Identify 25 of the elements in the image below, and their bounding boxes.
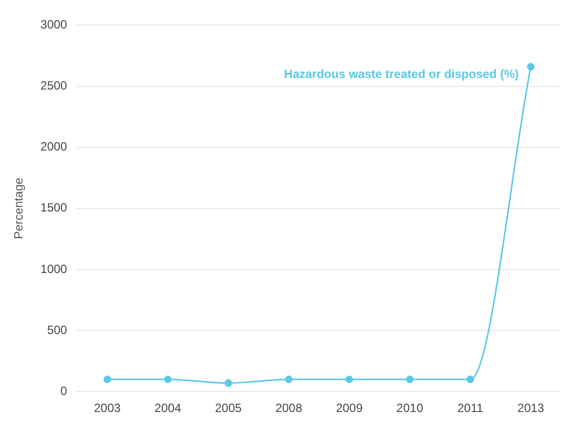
point: [406, 376, 414, 384]
x-tick-label: 2003: [94, 401, 122, 416]
x-tick-label: 2013: [517, 401, 544, 416]
point: [104, 376, 112, 384]
y-tick-label: 2000: [40, 140, 68, 154]
point: [466, 376, 474, 384]
y-axis-title: Percentage: [12, 177, 26, 240]
point: [224, 379, 232, 387]
y-tick-label: 1000: [40, 262, 68, 276]
y-tick-label: 2500: [40, 78, 68, 93]
series-label: Hazardous waste treated or disposed (%): [284, 67, 519, 82]
y-tick-label: 3000: [40, 18, 68, 32]
x-tick-label: 2005: [214, 401, 242, 416]
x-tick-label: 2010: [396, 401, 424, 416]
y-tick-label: 500: [47, 322, 68, 337]
point: [346, 376, 354, 384]
x-tick-label: 2011: [457, 401, 484, 416]
point: [164, 376, 172, 384]
point: [527, 62, 535, 70]
x-tick-label: 2009: [336, 401, 363, 416]
y-tick-label: 1500: [40, 200, 68, 215]
point: [285, 376, 293, 384]
x-tick-label: 2004: [154, 401, 182, 416]
x-tick-label: 2008: [275, 401, 302, 416]
y-tick-label: 0: [60, 384, 68, 398]
